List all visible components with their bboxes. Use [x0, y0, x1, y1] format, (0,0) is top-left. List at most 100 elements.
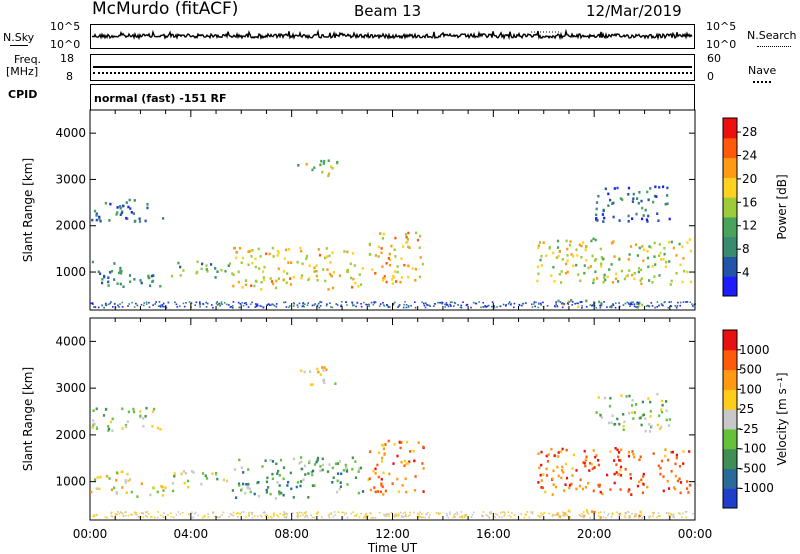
velocity-cell [551, 493, 554, 496]
velocity-ground-cell [508, 514, 510, 517]
power-ground-cell [205, 301, 207, 304]
velocity-cell [687, 491, 690, 494]
power-ground-cell [627, 302, 630, 304]
power-cell [612, 215, 615, 219]
velocity-ground-cell [470, 516, 473, 518]
velocity-cell [292, 496, 295, 499]
power-cell [399, 280, 402, 284]
velocity-ground-cell [402, 516, 405, 518]
power-cell [407, 231, 410, 235]
power-cell [132, 212, 135, 215]
power-cell [556, 239, 560, 243]
velocity-ground-cell [401, 516, 403, 518]
power-ground-cell [93, 306, 95, 308]
power-cell [95, 212, 98, 216]
velocity-cell [405, 462, 408, 466]
power-cell [382, 232, 385, 236]
velocity-cell [269, 492, 272, 496]
velocity-ground-cell [540, 515, 542, 517]
power-cell [416, 238, 420, 242]
velocity-ground-cell [272, 513, 275, 515]
power-ground-cell [103, 306, 105, 309]
velocity-cell [312, 469, 315, 473]
velocity-ground-cell [191, 516, 193, 519]
velocity-ground-cell [537, 514, 539, 517]
power-ground-cell [306, 304, 309, 306]
velocity-cell [315, 460, 318, 464]
velocity-cell [563, 489, 566, 492]
power-ground-cell [314, 303, 316, 305]
power-ground-cell [199, 301, 201, 303]
velocity-ground-cell [231, 514, 233, 516]
velocity-ground-cell [221, 514, 224, 516]
velocity-cell [149, 493, 152, 497]
velocity-cell [583, 461, 586, 465]
power-ground-cell [423, 302, 425, 305]
power-cell [632, 197, 635, 200]
power-ground-cell [429, 305, 431, 307]
power-ground-cell [154, 303, 156, 305]
velocity-ground-cell [154, 516, 156, 519]
power-cell [580, 244, 583, 248]
velocity-ground-cell [297, 516, 299, 519]
velocity-cell [541, 486, 544, 489]
power-cell [595, 201, 599, 204]
velocity-ground-cell [330, 513, 332, 515]
velocity-cell [688, 484, 691, 487]
xtick-label: 20:00 [577, 527, 612, 541]
velocity-cell [286, 484, 289, 487]
velocity-cell [269, 459, 272, 462]
power-ground-cell [414, 306, 417, 309]
power-ground-cell [316, 304, 319, 307]
velocity-cell [384, 489, 387, 493]
power-cell [250, 284, 253, 287]
power-cell [536, 279, 539, 283]
power-ground-cell [374, 301, 377, 303]
velocity-cell [393, 443, 396, 446]
power-ground-cell [658, 304, 660, 307]
power-cell [305, 163, 308, 166]
velocity-cell [233, 468, 236, 471]
velocity-cell [603, 396, 606, 400]
velocity-cell [547, 453, 550, 456]
power-cell [590, 239, 593, 243]
velocity-cell [127, 479, 130, 483]
velocity-ground-cell [657, 512, 660, 514]
velocity-ground-cell [140, 512, 143, 514]
power-cell [377, 255, 380, 258]
velocity-ground-cell [216, 516, 219, 518]
power-ground-cell [232, 305, 234, 307]
power-ground-cell [202, 303, 204, 305]
velocity-ground-cell [175, 514, 178, 516]
power-cell [689, 249, 692, 253]
power-cell [592, 281, 595, 285]
velocity-cell [374, 467, 377, 471]
power-ground-cell [351, 302, 354, 305]
velocity-ground-cell [313, 516, 316, 519]
power-cell [647, 198, 650, 202]
power-ground-cell [460, 304, 462, 307]
power-ground-cell [485, 306, 488, 308]
velocity-cell [161, 485, 164, 489]
power-cell [233, 246, 236, 250]
power-cell [577, 273, 580, 276]
velocity-cell [614, 422, 617, 426]
power-cell [224, 269, 227, 273]
velocity-ground-cell [277, 515, 280, 518]
power-ground-cell [363, 301, 365, 304]
velocity-ground-cell [489, 511, 491, 514]
power-ground-cell [629, 305, 631, 307]
power-cell [565, 239, 568, 243]
power-ground-cell [240, 304, 242, 306]
velocity-cell [205, 477, 209, 480]
velocity-ground-cell [631, 512, 633, 515]
power-cell [214, 267, 217, 270]
velocity-cell [307, 472, 310, 475]
velocity-cell [638, 458, 641, 462]
velocity-ground-cell [452, 516, 455, 519]
velocity-ground-cell [658, 515, 660, 518]
power-ground-cell [453, 305, 455, 307]
power-ytick-label: 1000 [55, 265, 86, 279]
velocity-cell [265, 488, 268, 492]
velocity-cell [90, 490, 93, 494]
